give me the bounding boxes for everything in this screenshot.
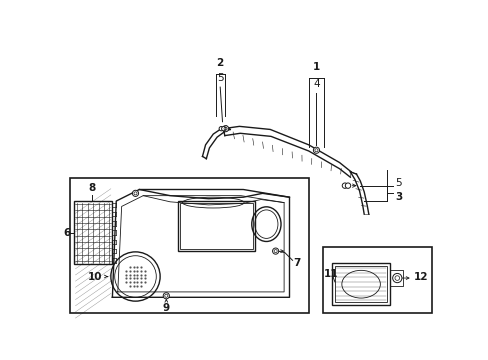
Text: 5: 5 (394, 178, 401, 188)
Text: 9: 9 (163, 303, 169, 314)
Text: 12: 12 (413, 271, 427, 282)
Text: 1: 1 (312, 62, 320, 72)
Bar (74, 201, 112, 264)
Text: 7: 7 (293, 258, 300, 267)
Bar (180, 203, 252, 249)
Circle shape (342, 183, 347, 188)
Text: 6: 6 (63, 228, 70, 238)
Circle shape (222, 126, 228, 132)
Text: 4: 4 (312, 80, 319, 89)
Text: 10: 10 (88, 271, 102, 282)
Circle shape (163, 293, 169, 299)
Text: 8: 8 (88, 183, 95, 193)
Text: 3: 3 (394, 192, 402, 202)
Circle shape (219, 126, 223, 131)
Text: 11: 11 (324, 269, 338, 279)
Circle shape (221, 126, 225, 131)
Circle shape (345, 183, 350, 188)
Circle shape (272, 248, 278, 254)
Text: 2: 2 (216, 58, 224, 68)
Text: 5: 5 (217, 73, 223, 83)
Circle shape (132, 190, 138, 197)
Bar (331, 263, 389, 305)
Circle shape (392, 274, 401, 283)
Bar (70, 178, 308, 313)
Bar (178, 201, 254, 251)
Bar (334, 266, 386, 302)
Bar (322, 247, 431, 313)
Circle shape (313, 147, 319, 153)
